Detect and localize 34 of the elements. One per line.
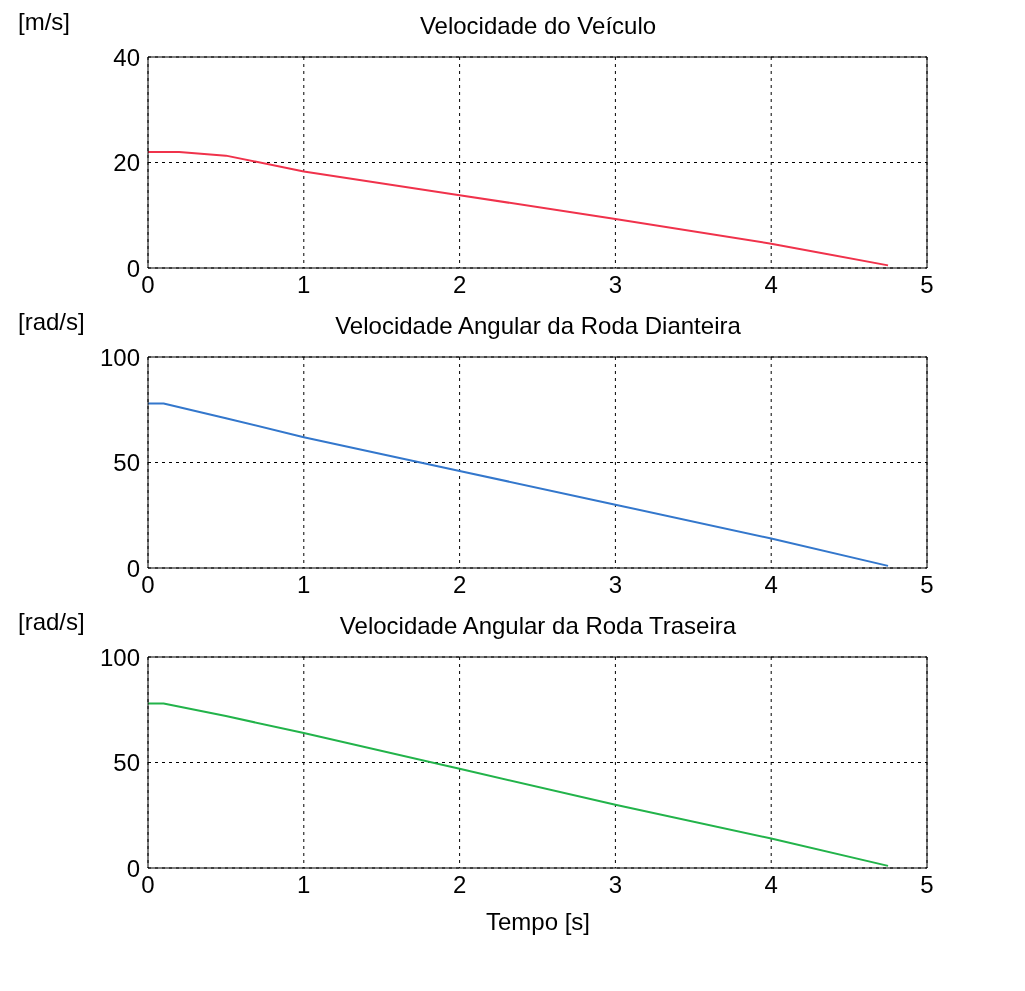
x-tick-label: 1 — [297, 871, 311, 899]
x-tick-label: 5 — [920, 871, 934, 899]
y-tick-label: 50 — [113, 449, 140, 477]
y-tick-label: 50 — [113, 749, 140, 777]
y-axis-title: [m/s] — [18, 8, 70, 36]
y-tick-label: 0 — [126, 554, 140, 582]
y-tick-label: 100 — [99, 343, 140, 371]
x-tick-label: 2 — [452, 571, 467, 599]
x-tick-label: 4 — [764, 871, 778, 899]
chart-title: Velocidade do Veículo — [418, 12, 658, 40]
x-tick-label: 4 — [764, 571, 778, 599]
x-tick-label: 1 — [297, 571, 311, 599]
x-tick-label: 3 — [608, 271, 623, 299]
line-series — [148, 702, 890, 867]
y-tick-label: 0 — [126, 854, 140, 882]
x-axis-title: Tempo [s] — [484, 908, 591, 936]
x-tick-label: 5 — [920, 571, 934, 599]
y-axis-title: [rad/s] — [18, 308, 85, 336]
x-tick-label: 4 — [764, 271, 778, 299]
x-tick-label: 3 — [608, 571, 623, 599]
x-tick-label: 3 — [608, 871, 623, 899]
chart-title: Velocidade Angular da Roda Dianteira — [334, 312, 742, 340]
y-tick-label: 0 — [126, 254, 140, 282]
line-series — [148, 402, 890, 567]
y-tick-label: 20 — [113, 149, 140, 177]
chart-title: Velocidade Angular da Roda Traseira — [338, 612, 738, 640]
y-tick-label: 40 — [113, 43, 140, 71]
y-axis-title: [rad/s] — [18, 608, 85, 636]
x-tick-label: 1 — [297, 271, 311, 299]
x-tick-label: 2 — [452, 271, 467, 299]
x-tick-label: 5 — [920, 271, 934, 299]
x-tick-label: 2 — [452, 871, 467, 899]
line-series — [148, 150, 890, 267]
y-tick-label: 100 — [99, 643, 140, 671]
